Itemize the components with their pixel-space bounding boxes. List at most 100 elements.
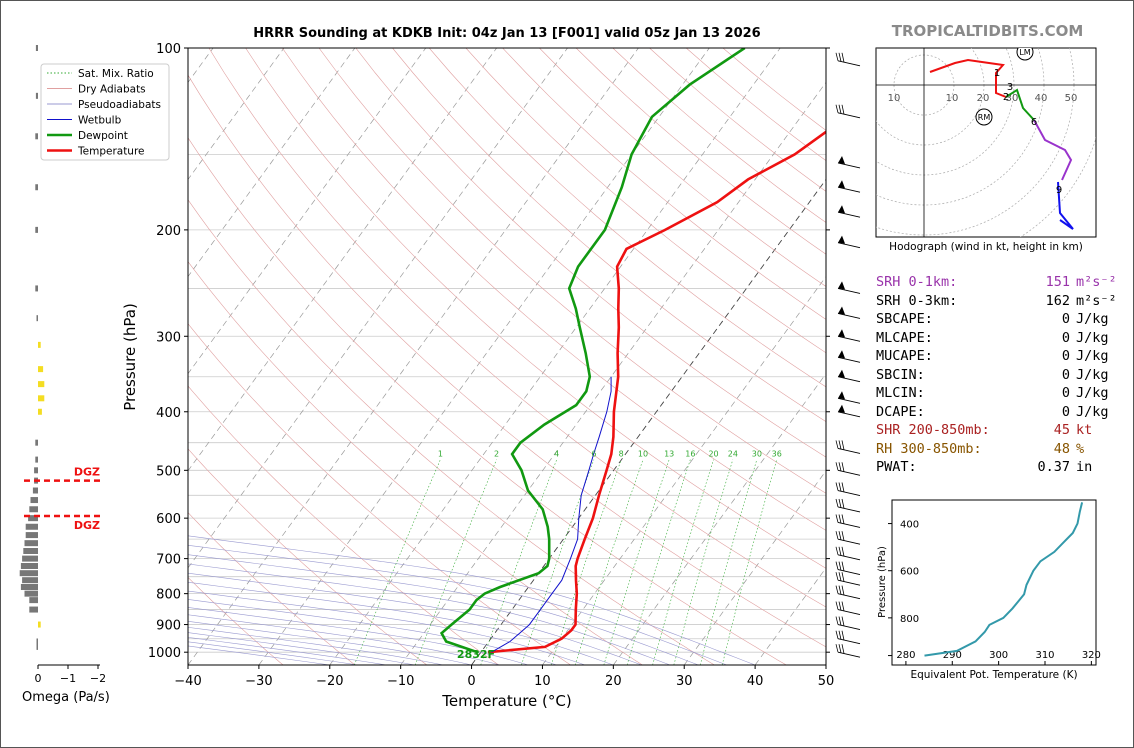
theta-e-x-tick: 320 bbox=[1082, 650, 1101, 661]
wind-barb-tick bbox=[838, 104, 842, 114]
wind-barb-flag bbox=[838, 281, 845, 290]
stat-label: SBCIN: bbox=[876, 366, 925, 383]
wind-barb-tick bbox=[835, 630, 839, 639]
wind-barb-tick bbox=[835, 440, 839, 449]
wind-barb bbox=[837, 638, 861, 645]
stat-row: DCAPE: 0 J/kg bbox=[876, 403, 1117, 422]
stat-label: MLCIN: bbox=[876, 385, 925, 401]
theta-e-x-tick: 310 bbox=[1035, 650, 1054, 661]
mix-ratio-label: 20 bbox=[708, 450, 718, 459]
stat-row: MLCIN: 0 J/kg bbox=[876, 384, 1117, 403]
brand-logo-text: TROPICALTIDBITS.COM bbox=[891, 22, 1084, 40]
omega-bar bbox=[20, 562, 38, 569]
stat-row: MUCAPE: 0 J/kg bbox=[876, 347, 1117, 366]
wind-barb bbox=[837, 411, 861, 418]
stat-row: SRH 0-3km: 162 m²s⁻² bbox=[876, 292, 1117, 311]
stat-unit: J/kg bbox=[1076, 311, 1109, 327]
stat-value: 0 bbox=[1061, 311, 1070, 327]
omega-bar bbox=[38, 408, 42, 415]
mix-ratio-label: 1 bbox=[438, 450, 443, 459]
wind-barb-flag bbox=[838, 404, 845, 413]
wind-barb bbox=[837, 356, 861, 363]
stat-value: 45 bbox=[1053, 422, 1070, 438]
stat-row: MLCAPE: 0 J/kg bbox=[876, 329, 1117, 348]
hodograph-trace bbox=[929, 58, 1007, 98]
wind-barb-tick bbox=[838, 531, 842, 540]
y-tick-label: 1000 bbox=[148, 646, 181, 661]
stat-label: SRH 0-3km: bbox=[876, 292, 958, 309]
stat-value: 0 bbox=[1061, 385, 1070, 401]
stat-label: SRH 0-1km: bbox=[876, 274, 958, 290]
theta-e-x-label: Equivalent Pot. Temperature (K) bbox=[910, 669, 1077, 681]
hodograph-ring-label: 50 bbox=[1065, 93, 1078, 104]
wind-barb bbox=[837, 554, 861, 561]
hodograph-ring-label: 20 bbox=[977, 93, 990, 104]
x-tick-label: −20 bbox=[316, 674, 343, 689]
wind-barb-tick bbox=[838, 52, 842, 62]
pseudoadiabat bbox=[188, 535, 756, 665]
omega-bar bbox=[32, 487, 38, 494]
hodograph-ring-label: 40 bbox=[1035, 93, 1048, 104]
omega-bar bbox=[36, 643, 38, 650]
wind-barb-tick bbox=[835, 585, 839, 594]
omega-bar bbox=[35, 184, 38, 191]
dry-adiabat bbox=[188, 512, 356, 665]
wind-barb-tick bbox=[841, 531, 845, 541]
x-tick-label: 10 bbox=[534, 674, 551, 689]
legend-entry: Dewpoint bbox=[78, 130, 128, 142]
sat-mix-ratio-line bbox=[700, 459, 758, 665]
hodograph-ring-label: 10 bbox=[888, 93, 901, 104]
dry-adiabat bbox=[428, 48, 826, 388]
stat-label: MLCAPE: bbox=[876, 329, 933, 346]
dry-adiabat bbox=[208, 48, 826, 608]
stat-unit: m²s⁻² bbox=[1076, 292, 1117, 309]
dry-adiabat bbox=[282, 48, 826, 531]
wind-barb-tick bbox=[841, 616, 845, 627]
sat-mix-ratio-line bbox=[354, 459, 441, 665]
omega-bar bbox=[34, 467, 38, 474]
wind-barb bbox=[837, 593, 861, 600]
omega-bar bbox=[38, 381, 45, 388]
omega-bar bbox=[35, 285, 38, 292]
wind-barb bbox=[837, 506, 861, 513]
omega-bar bbox=[36, 638, 38, 645]
isotherm-line bbox=[188, 48, 639, 665]
wind-barb-tick bbox=[835, 601, 839, 610]
x-tick-label: 50 bbox=[818, 674, 835, 689]
wind-barb-tick bbox=[841, 482, 845, 492]
stat-row: SRH 0-1km: 151 m²s⁻² bbox=[876, 273, 1117, 292]
theta-e-profile bbox=[924, 502, 1084, 657]
dry-adiabat bbox=[188, 323, 571, 665]
stat-value: 0 bbox=[1061, 403, 1070, 420]
stat-unit: J/kg bbox=[1076, 366, 1109, 383]
hodograph-ring-label: 10 bbox=[946, 93, 959, 104]
wind-barb-tick bbox=[835, 561, 839, 570]
sat-mix-ratio-line bbox=[626, 459, 691, 665]
pseudoadiabat bbox=[188, 637, 387, 665]
wind-barb-tick bbox=[835, 572, 839, 581]
dgz-label: DGZ bbox=[74, 519, 100, 532]
pseudoadiabat bbox=[188, 627, 444, 665]
theta-e-x-tick: 300 bbox=[989, 650, 1008, 661]
wind-barb bbox=[837, 211, 861, 218]
wind-barb-tick bbox=[838, 601, 842, 611]
pseudoadiabat bbox=[188, 614, 500, 665]
stat-label: PWAT: bbox=[876, 459, 917, 475]
wind-barb-tick bbox=[841, 498, 845, 509]
mix-ratio-label: 30 bbox=[752, 450, 762, 459]
stats-panel: SRH 0-1km: 151 m²s⁻² SRH 0-3km: 162 m²s⁻² SBCA… bbox=[876, 273, 1117, 477]
mix-ratio-label: 6 bbox=[591, 450, 596, 459]
wind-barb-flag bbox=[838, 306, 845, 315]
omega-bar bbox=[35, 133, 38, 140]
wind-barb-flag bbox=[838, 180, 845, 189]
mix-ratio-label: 2 bbox=[494, 450, 499, 459]
omega-bar bbox=[22, 577, 38, 584]
omega-bar bbox=[22, 555, 38, 562]
theta-e-y-tick: 800 bbox=[900, 614, 919, 625]
stat-row: SBCIN: 0 J/kg bbox=[876, 366, 1117, 385]
stat-row: SHR 200-850mb: 45 kt bbox=[876, 421, 1117, 440]
omega-bar bbox=[38, 341, 41, 348]
isotherm-line bbox=[542, 275, 826, 665]
stat-label: RH 300-850mb: bbox=[876, 440, 982, 457]
y-tick-label: 800 bbox=[156, 588, 181, 603]
